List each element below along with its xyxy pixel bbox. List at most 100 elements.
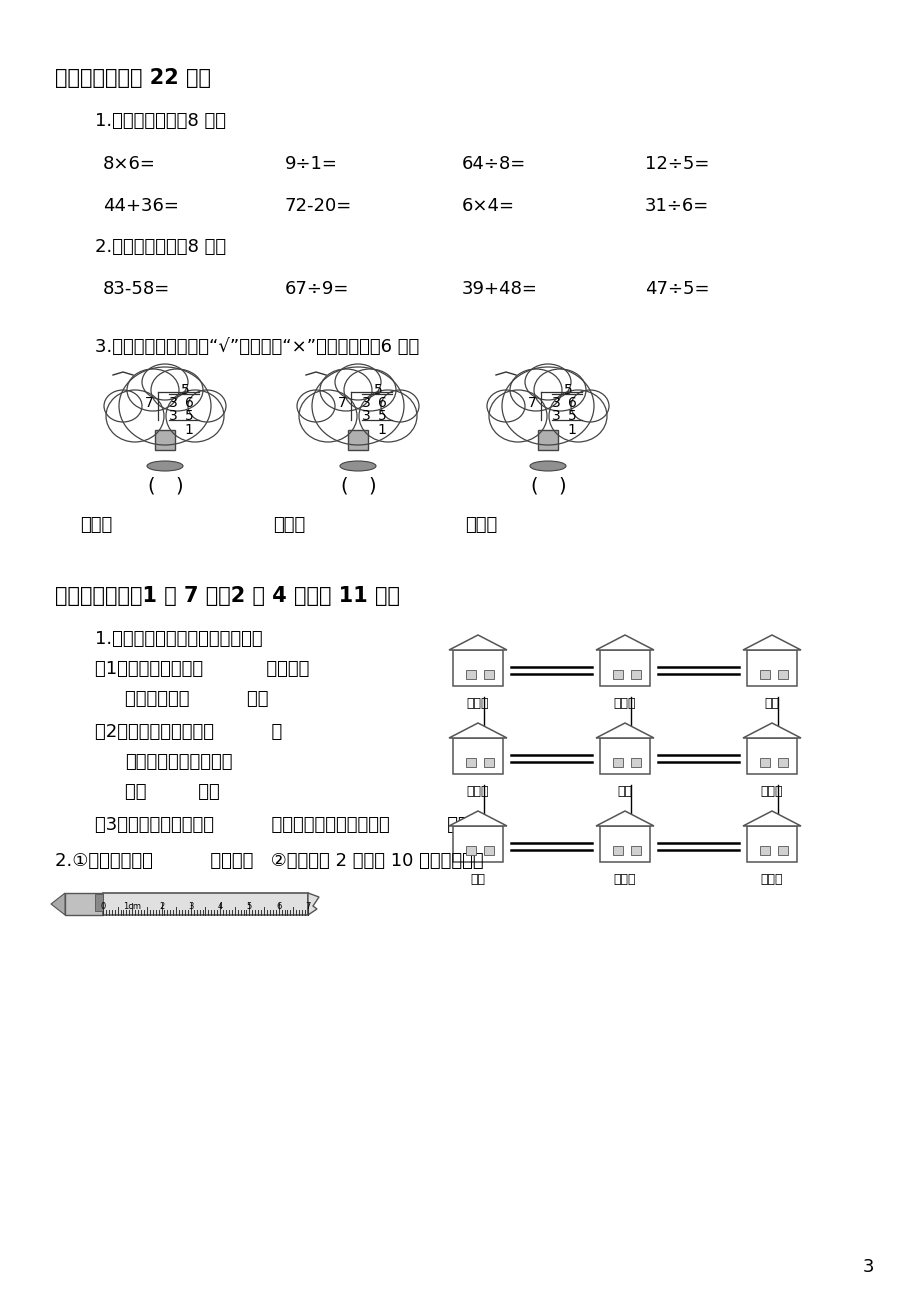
Text: 超市: 超市 [764,697,778,710]
Bar [759,670,769,679]
Text: ): ) [558,476,565,495]
Text: （1）学校的南面是（           ），火车: （1）学校的南面是（ ），火车 [95,661,309,678]
Polygon shape [308,893,319,915]
Text: 2.①这支铅笔长（          ）毫米。   ②画一条比 2 厘米多 10 毫米的线段。: 2.①这支铅笔长（ ）毫米。 ②画一条比 2 厘米多 10 毫米的线段。 [55,852,483,870]
Bar [95,894,103,911]
Ellipse shape [151,369,203,410]
Text: 6: 6 [377,396,386,410]
Text: 5: 5 [563,383,572,397]
Text: 3.森林医生。（对的画“√”，错的画“×”并改正过来。6 分）: 3.森林医生。（对的画“√”，错的画“×”并改正过来。6 分） [95,337,419,356]
Polygon shape [51,893,65,915]
Bar [777,846,788,855]
Ellipse shape [486,390,525,422]
Ellipse shape [489,390,547,442]
Text: 3: 3 [551,396,560,410]
Ellipse shape [509,369,562,410]
Text: 5: 5 [377,409,386,423]
Text: 学校: 学校 [617,784,632,797]
Text: 面，人民桥的东面是（: 面，人民桥的东面是（ [125,753,233,771]
Bar [466,670,475,679]
Text: 5: 5 [180,383,189,397]
Bar [612,846,622,855]
Text: （3）体育场在学校的（          ）面，学校的西南面是（          ）。: （3）体育场在学校的（ ）面，学校的西南面是（ ）。 [95,816,469,834]
Polygon shape [743,635,800,650]
Bar [746,650,796,685]
Text: 5: 5 [185,409,193,423]
Text: 7: 7 [144,396,153,410]
Bar [599,737,650,774]
Text: 5: 5 [373,383,382,397]
Text: 5: 5 [246,902,252,911]
Bar [630,758,641,767]
Text: 6: 6 [276,902,281,911]
Text: 3: 3 [861,1257,873,1276]
Text: 9÷1=: 9÷1= [285,155,337,173]
Bar [759,846,769,855]
Text: 6: 6 [185,396,193,410]
Bar [452,650,503,685]
Text: 1cm: 1cm [123,902,142,911]
Text: 8×6=: 8×6= [103,155,155,173]
Text: 72-20=: 72-20= [285,197,352,215]
Bar [599,826,650,863]
Ellipse shape [312,367,403,446]
Ellipse shape [344,369,395,410]
Ellipse shape [335,364,380,400]
Bar [777,758,788,767]
Bar [347,430,368,450]
Bar [65,893,103,915]
Ellipse shape [320,369,371,410]
Bar [630,846,641,855]
Text: 3: 3 [188,902,193,911]
Bar [599,650,650,685]
Ellipse shape [358,390,416,442]
Text: 7: 7 [337,396,346,410]
Bar [538,430,558,450]
Text: 1: 1 [185,423,193,437]
Ellipse shape [533,369,585,410]
Text: 改正：: 改正： [273,516,305,534]
Text: 改正：: 改正： [80,516,112,534]
Text: 人民桥: 人民桥 [466,697,489,710]
Text: 3: 3 [168,409,177,423]
Text: 电影院: 电影院 [613,873,636,886]
Text: 体育场: 体育场 [760,873,782,886]
Text: 汽车站: 汽车站 [613,697,636,710]
Ellipse shape [380,390,418,422]
Bar [777,670,788,679]
Bar [483,846,494,855]
Text: (: ( [529,476,538,495]
Polygon shape [596,810,653,826]
Text: 4: 4 [217,902,222,911]
Text: 站的北面是（          ）。: 站的北面是（ ）。 [125,691,268,708]
Text: 64÷8=: 64÷8= [461,155,526,173]
Ellipse shape [187,390,226,422]
Text: 31÷6=: 31÷6= [644,197,709,215]
Bar [630,670,641,679]
Ellipse shape [299,390,357,442]
Text: 44+36=: 44+36= [103,197,178,215]
Text: 1: 1 [567,423,576,437]
Bar [612,758,622,767]
Text: 和（         ）。: 和（ ）。 [125,783,220,801]
Text: ): ) [175,476,183,495]
Ellipse shape [529,461,565,470]
Ellipse shape [340,461,376,470]
Text: 3: 3 [361,396,370,410]
Bar [466,758,475,767]
Bar [452,826,503,863]
Text: 1: 1 [377,423,386,437]
Polygon shape [448,810,506,826]
Text: 改正：: 改正： [464,516,496,534]
Ellipse shape [104,390,142,422]
Text: 公园: 公园 [470,873,485,886]
Bar [154,430,175,450]
Polygon shape [448,723,506,737]
Text: 6×4=: 6×4= [461,197,515,215]
Text: 47÷5=: 47÷5= [644,280,709,298]
Text: 12÷5=: 12÷5= [644,155,709,173]
Ellipse shape [106,390,164,442]
Ellipse shape [549,390,607,442]
Text: 6: 6 [567,396,576,410]
Polygon shape [743,723,800,737]
